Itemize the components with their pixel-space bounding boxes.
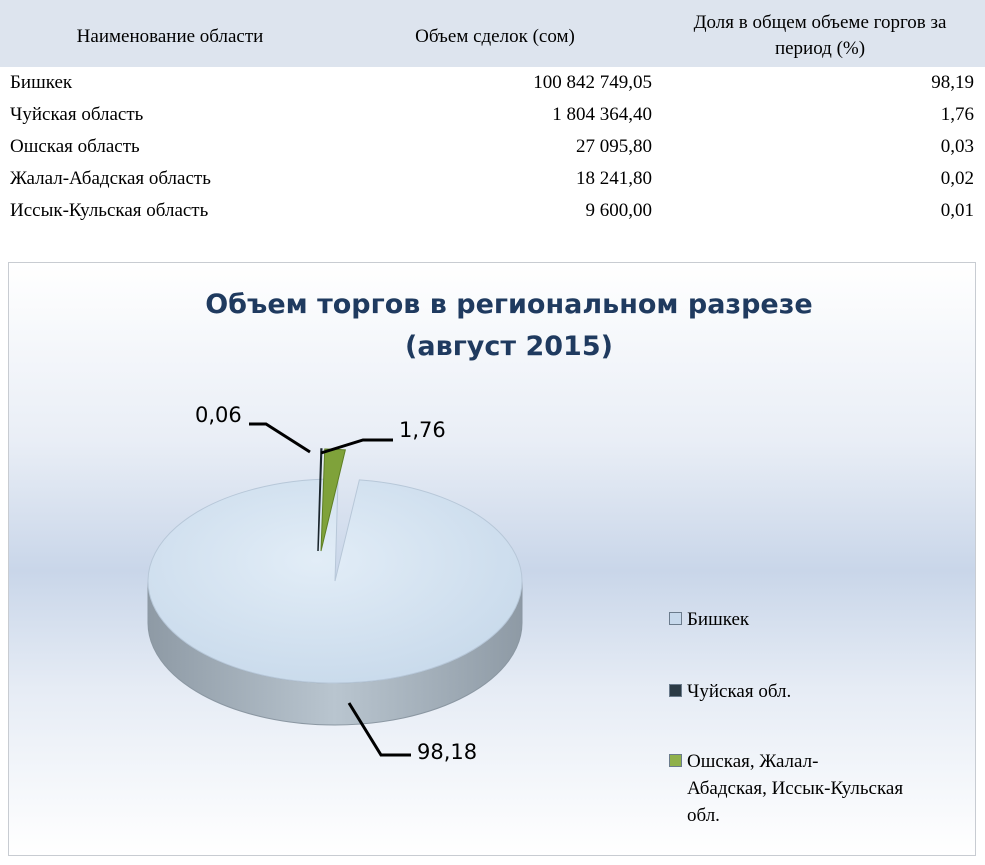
- legend-swatch: [669, 754, 682, 767]
- row-name: Жалал-Абадская область: [10, 168, 211, 189]
- row-share: 0,03: [940, 136, 974, 157]
- row-share: 0,02: [940, 168, 974, 189]
- leader-line-bishkek: [347, 702, 411, 757]
- table-row: Иссык-Кульская область 9 600,00 0,01: [0, 195, 985, 227]
- chart-subtitle: (август 2015): [405, 331, 613, 362]
- row-name: Ошская область: [10, 136, 140, 157]
- data-label-bishkek: 98,18: [417, 740, 478, 764]
- row-volume: 9 600,00: [585, 200, 653, 221]
- row-name: Чуйская область: [10, 104, 144, 125]
- header-volume: Объем сделок (сом): [415, 26, 575, 47]
- legend-label: Чуйская обл.: [687, 681, 792, 702]
- legend-swatch: [669, 684, 682, 697]
- table-row: Ошская область 27 095,80 0,03: [0, 131, 985, 163]
- row-volume: 18 241,80: [576, 168, 652, 189]
- chart-title: Объем торгов в региональном разрезе: [205, 289, 813, 320]
- leader-line-other: [249, 422, 311, 454]
- table-header: Наименование области Объем сделок (сом) …: [0, 0, 985, 67]
- legend-swatch: [669, 612, 682, 625]
- table-row: Чуйская область 1 804 364,40 1,76: [0, 99, 985, 131]
- pie-slice-bishkek: [147, 478, 523, 684]
- row-volume: 100 842 749,05: [533, 72, 652, 93]
- table-row: Бишкек 100 842 749,05 98,19: [0, 67, 985, 99]
- row-volume: 27 095,80: [576, 136, 652, 157]
- row-volume: 1 804 364,40: [552, 104, 652, 125]
- legend-label: Бишкек: [687, 609, 750, 630]
- data-label-other: 0,06: [195, 403, 242, 427]
- header-region-name: Наименование области: [76, 26, 264, 47]
- header-share-line1: Доля в общем объеме горгов за: [693, 12, 947, 33]
- header-share: Доля в общем объеме горгов за период (%): [660, 10, 980, 62]
- leader-line-chui: [320, 438, 393, 455]
- data-label-chui: 1,76: [399, 418, 446, 442]
- row-share: 98,19: [931, 72, 974, 93]
- pie-chart: [147, 422, 523, 757]
- row-share: 0,01: [940, 200, 974, 221]
- chart-panel: Объем торгов в региональном разрезе (авг…: [8, 262, 976, 856]
- row-name: Бишкек: [10, 72, 73, 93]
- row-share: 1,76: [940, 104, 974, 125]
- legend-label: Ошская, Жалал- Абадская, Иссык-Кульская …: [687, 751, 904, 826]
- header-share-line2: период (%): [774, 38, 866, 59]
- row-name: Иссык-Кульская область: [10, 200, 209, 221]
- table-row: Жалал-Абадская область 18 241,80 0,02: [0, 163, 985, 195]
- pie-slice-other: [317, 448, 323, 552]
